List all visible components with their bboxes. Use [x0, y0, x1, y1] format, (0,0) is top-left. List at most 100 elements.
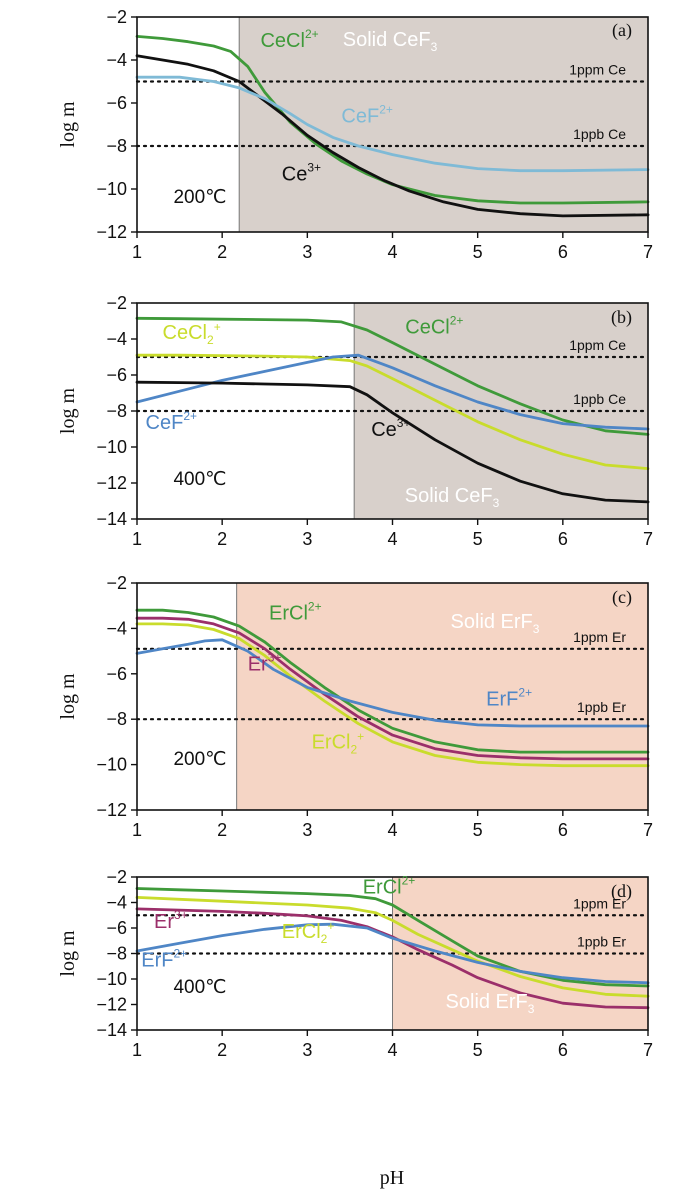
species-label-CeF2+: CeF2+	[146, 409, 197, 434]
x-tick-label: 3	[302, 820, 312, 840]
series-line-ErCl2+_b	[135, 622, 650, 768]
y-axis-title: log m	[57, 930, 79, 977]
species-label-Ce3+: Ce3+	[282, 160, 321, 185]
species-label-ErCl2+: ErCl2+	[363, 874, 416, 899]
species-label-ErF2+: ErF2+	[141, 946, 187, 971]
y-tick-label: −8	[106, 944, 127, 964]
y-tick-label: −2	[106, 867, 127, 887]
temperature-label: 200℃	[173, 187, 226, 208]
species-label-ErCl2+: ErCl2+	[269, 599, 322, 624]
solid-region-label: Solid ErF3	[446, 991, 535, 1016]
series-line-ErCl2+_b	[135, 896, 650, 998]
y-tick-label: −8	[106, 136, 127, 156]
y-tick-label: −8	[106, 401, 127, 421]
reference-label-0: 1ppm Er	[573, 629, 626, 645]
x-tick-label: 2	[217, 529, 227, 549]
y-tick-label: −10	[96, 179, 127, 199]
y-tick-label: −12	[96, 222, 127, 242]
y-tick-label: −8	[106, 709, 127, 729]
reference-label-1: 1ppb Ce	[573, 126, 626, 142]
species-label-Ce3+: Ce3+	[371, 416, 410, 441]
series-line-ErF2+	[135, 922, 650, 985]
series-line-ErCl2+	[135, 887, 650, 988]
x-tick-label: 1	[132, 820, 142, 840]
species-label-Er3+: Er3+	[154, 908, 188, 933]
series-line-CeCl2+	[135, 316, 650, 436]
x-tick-label: 4	[387, 1040, 397, 1060]
panel-c: 1ppm Er 1ppb Er 1 2 3 4 5 6 7 −12 −10 −8 −6 −4 −2 log m…	[57, 573, 653, 840]
x-tick-label: 4	[387, 820, 397, 840]
x-tick-label: 2	[217, 242, 227, 262]
panel-letter: (b)	[611, 307, 632, 328]
x-tick-label: 6	[558, 820, 568, 840]
x-tick-label: 7	[643, 242, 653, 262]
x-tick-label: 3	[302, 242, 312, 262]
panel-a: 1ppm Ce 1ppb Ce 1 2 3 4 5 6 7 −12 −10 −8 −6 −4 −2 log m…	[57, 7, 653, 262]
reference-label-1: 1ppb Ce	[573, 391, 626, 407]
panel-d: 1ppm Er 1ppb Er 1 2 3 4 5 6 7 −14 −12 −10 −8 −6 −4 −2 lo…	[57, 867, 653, 1060]
panel-letter: (d)	[611, 881, 632, 902]
panel-letter: (a)	[612, 20, 632, 41]
reference-label-0: 1ppm Er	[573, 895, 626, 911]
y-tick-label: −4	[106, 50, 127, 70]
x-tick-label: 4	[387, 529, 397, 549]
y-tick-label: −4	[106, 893, 127, 913]
temperature-label: 200℃	[173, 749, 226, 770]
x-tick-label: 1	[132, 529, 142, 549]
y-tick-label: −14	[96, 1020, 127, 1040]
x-tick-label: 5	[473, 529, 483, 549]
y-tick-label: −2	[106, 573, 127, 593]
species-label-Er3+: Er3+	[248, 650, 282, 675]
y-axis-title: log m	[57, 388, 79, 435]
species-label-CeCl2+: CeCl2+	[260, 27, 318, 52]
series-line-CeCl2+_b	[135, 353, 650, 470]
x-tick-label: 1	[132, 1040, 142, 1060]
solid-region-label: Solid CeF3	[343, 29, 438, 54]
y-tick-label: −4	[106, 329, 127, 349]
species-label-ErCl2+_b: ErCl2+	[282, 919, 335, 946]
panel-b: 1ppm Ce 1ppb Ce 1 2 3 4 5 6 7 −14 −12 −10 −8 −6 −4 −2 lo…	[57, 293, 653, 549]
x-tick-label: 7	[643, 1040, 653, 1060]
x-tick-label: 7	[643, 820, 653, 840]
reference-label-1: 1ppb Er	[577, 934, 626, 950]
y-axis-title: log m	[57, 101, 79, 148]
y-tick-label: −12	[96, 995, 127, 1015]
y-tick-label: −6	[106, 664, 127, 684]
series-line-CeF2+	[135, 353, 650, 431]
series-line-Ce3+	[135, 54, 650, 218]
y-tick-label: −10	[96, 755, 127, 775]
x-tick-label: 3	[302, 529, 312, 549]
y-tick-label: −12	[96, 473, 127, 493]
y-tick-label: −2	[106, 293, 127, 313]
x-tick-label: 2	[217, 1040, 227, 1060]
solid-region-label: Solid CeF3	[405, 485, 500, 510]
temperature-label: 400℃	[173, 469, 226, 490]
panel-letter: (c)	[612, 587, 632, 608]
x-tick-label: 5	[473, 1040, 483, 1060]
y-axis-title: log m	[57, 673, 79, 720]
series-line-Ce3+	[135, 380, 650, 504]
x-tick-label: 6	[558, 1040, 568, 1060]
y-tick-label: −12	[96, 800, 127, 820]
reference-label-1: 1ppb Er	[577, 699, 626, 715]
species-label-CeF2+: CeF2+	[341, 102, 392, 127]
x-tick-label: 5	[473, 242, 483, 262]
x-tick-label: 3	[302, 1040, 312, 1060]
series-line-CeCl2+	[135, 35, 650, 205]
reference-label-0: 1ppm Ce	[569, 62, 626, 78]
x-tick-label: 4	[387, 242, 397, 262]
series-line-ErF2+	[135, 638, 650, 728]
temperature-label: 400℃	[173, 977, 226, 998]
x-tick-label: 7	[643, 529, 653, 549]
y-tick-label: −4	[106, 618, 127, 638]
x-tick-label: 2	[217, 820, 227, 840]
solid-region-label: Solid ErF3	[451, 611, 540, 636]
y-tick-label: −6	[106, 365, 127, 385]
y-tick-label: −10	[96, 969, 127, 989]
series-line-ErCl2+	[135, 608, 650, 754]
x-tick-label: 6	[558, 242, 568, 262]
y-tick-label: −10	[96, 437, 127, 457]
solid-region	[236, 582, 649, 811]
y-tick-label: −6	[106, 918, 127, 938]
